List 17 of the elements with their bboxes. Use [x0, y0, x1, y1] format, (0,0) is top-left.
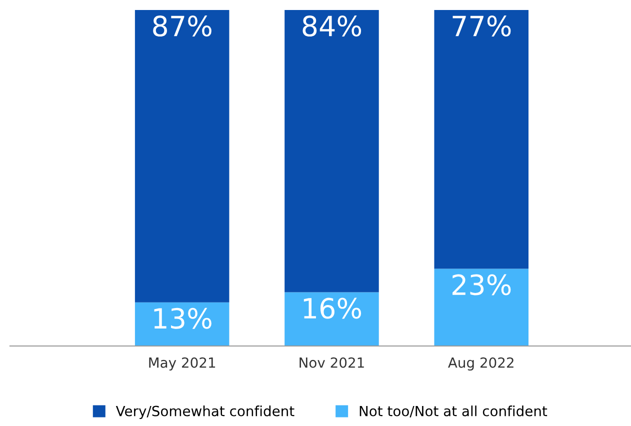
data-label: 87% [153, 16, 212, 37]
bar [284, 292, 379, 346]
data-label: 84% [302, 16, 362, 37]
bar [134, 302, 230, 346]
data-label: 77% [452, 16, 511, 37]
bar [434, 268, 528, 346]
data-label: 16% [304, 298, 362, 319]
bar [134, 10, 230, 302]
x-tick-label: May 2021 [149, 357, 216, 371]
data-label: 13% [154, 308, 212, 329]
legend-label: Very/Somewhat confident [116, 406, 294, 419]
legend-label: Not too/Not at all confident [360, 406, 548, 418]
x-tick-label: Nov 2021 [300, 357, 364, 368]
bar [284, 10, 379, 292]
bar [434, 10, 528, 269]
x-tick-label: Aug 2022 [448, 357, 514, 371]
data-label: 23% [452, 274, 511, 296]
